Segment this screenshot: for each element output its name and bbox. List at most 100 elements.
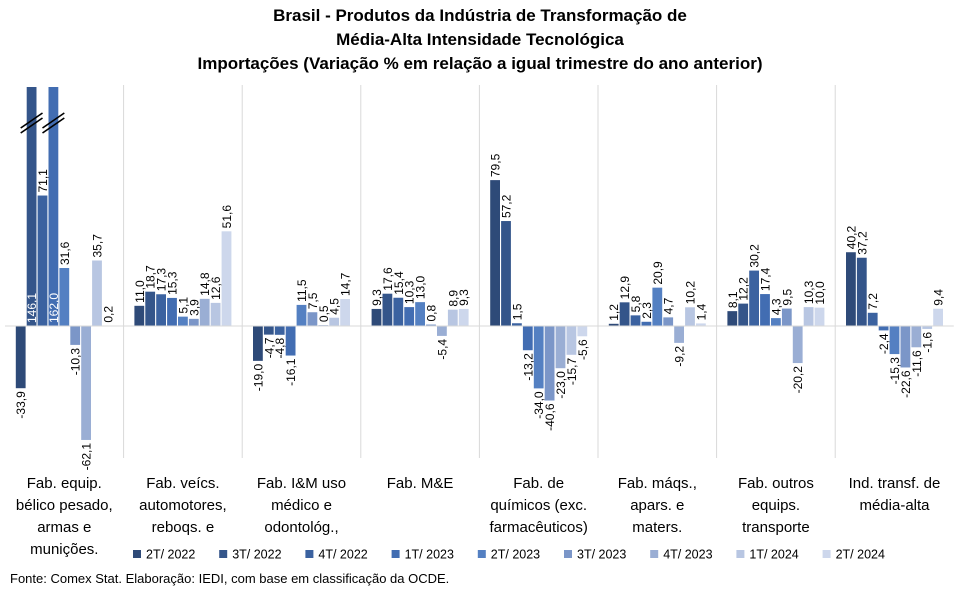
category-label-line: armas e	[37, 519, 91, 536]
bar	[447, 309, 458, 326]
category-label: Fab. veícs. automotores, reboqs. e	[139, 475, 227, 536]
legend-label: 3T/ 2022	[232, 548, 281, 562]
bar	[900, 326, 911, 368]
category-label-line: Fab. veícs.	[146, 475, 219, 492]
bar	[933, 308, 943, 326]
bar	[15, 326, 26, 389]
category-label-line: Fab. equip.	[27, 475, 102, 492]
data-label: -1,6	[921, 332, 935, 353]
data-label: 3,9	[187, 299, 201, 316]
data-label: 2,3	[640, 302, 654, 319]
data-label: 7,2	[866, 293, 880, 310]
data-label: 13,0	[414, 275, 428, 299]
data-label: -16,1	[284, 358, 298, 386]
category-label-line: bélico pesado,	[16, 497, 113, 514]
bar	[792, 326, 803, 364]
data-label: 12,6	[209, 276, 223, 300]
data-label: -9,2	[673, 346, 687, 367]
bar	[426, 324, 436, 326]
legend-swatch	[477, 550, 486, 558]
data-label: 14,8	[198, 272, 212, 296]
bar	[437, 326, 447, 336]
bar	[404, 307, 415, 326]
data-label: 71,1	[36, 169, 50, 193]
legend-swatch	[564, 550, 572, 558]
bar	[608, 323, 619, 326]
bar	[922, 326, 933, 329]
data-label: 20,9	[651, 261, 665, 285]
bar	[37, 195, 48, 326]
bar	[856, 257, 867, 326]
bar	[296, 304, 307, 326]
data-label: 5,8	[629, 295, 643, 312]
data-label: 9,5	[780, 289, 794, 306]
data-label: -4,8	[273, 337, 287, 358]
bar	[307, 312, 318, 326]
data-label: 10,2	[684, 281, 698, 305]
category-label-line: Ind. transf. de	[849, 475, 941, 492]
data-label: 57,2	[500, 194, 514, 218]
data-label: 9,3	[457, 289, 471, 306]
data-label: 12,2	[737, 277, 751, 301]
category-label: Fab. outros equips. transporte	[738, 475, 814, 536]
data-label: -15,7	[565, 357, 579, 385]
data-label: 18,7	[144, 265, 158, 289]
bar	[630, 315, 641, 326]
bar	[555, 326, 566, 369]
category-label-line: Fab. máqs.,	[618, 475, 697, 492]
bar	[696, 323, 706, 326]
data-label: 7,5	[306, 292, 320, 309]
bar	[533, 326, 544, 389]
data-label: 1,2	[607, 304, 621, 321]
source-note: Fonte: Comex Stat. Elaboração: IEDI, com…	[10, 571, 450, 586]
bar	[145, 291, 156, 326]
category-label-line: odontológ.,	[264, 519, 338, 536]
data-label: 17,3	[155, 268, 169, 292]
category-label-line: químicos (exc.	[490, 497, 587, 514]
category-label-line: Fab. I&M uso	[257, 475, 346, 492]
bar	[285, 326, 296, 356]
data-label: 79,5	[489, 153, 503, 177]
data-label: 15,3	[166, 271, 180, 295]
data-label: 30,2	[748, 244, 762, 268]
bar	[663, 317, 674, 326]
data-label: 10,0	[813, 281, 827, 305]
data-label: 4,5	[328, 298, 342, 315]
category-label-line: munições.	[30, 541, 98, 558]
data-label: 17,6	[381, 267, 395, 291]
bar	[749, 270, 759, 326]
bar	[566, 326, 577, 355]
axis-break-mark	[42, 117, 65, 134]
legend-swatch	[133, 550, 141, 558]
bar	[889, 326, 900, 355]
data-label: -10,3	[69, 348, 83, 376]
data-label: -15,3	[888, 357, 902, 385]
data-label: 10,3	[403, 280, 417, 304]
data-label: 1,4	[694, 303, 708, 320]
data-label: 14,7	[339, 272, 353, 296]
bar	[329, 317, 340, 326]
bar	[199, 298, 210, 326]
bar	[814, 307, 825, 326]
data-label: -62,1	[80, 443, 94, 471]
legend-label: 3T/ 2023	[577, 548, 626, 562]
category-label-line: automotores,	[139, 497, 227, 514]
category-label: Fab. de químicos (exc. farmacêuticos)	[490, 475, 588, 536]
category-label: Fab. equip. bélico pesado, armas e munições…	[16, 475, 113, 558]
bar	[674, 326, 684, 343]
data-label: 8,9	[446, 290, 460, 307]
bar	[178, 316, 188, 326]
bar	[544, 326, 555, 401]
legend-label: 1T/ 2023	[405, 548, 454, 562]
data-label: 9,3	[370, 289, 384, 306]
data-label: 12,9	[618, 276, 632, 300]
bar	[156, 294, 166, 326]
legend-swatch	[650, 550, 659, 558]
bar	[70, 326, 81, 345]
data-label: 10,3	[802, 280, 816, 304]
category-label-line: equips.	[752, 497, 800, 514]
category-label: Fab. I&M uso médico e odontológ.,	[257, 475, 346, 536]
data-label: 0,2	[101, 306, 115, 323]
bar	[652, 287, 663, 326]
